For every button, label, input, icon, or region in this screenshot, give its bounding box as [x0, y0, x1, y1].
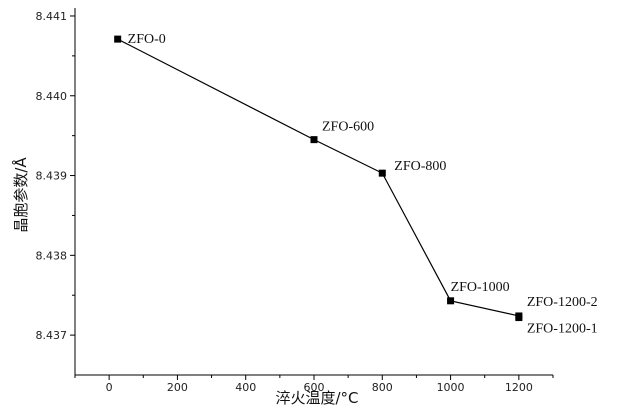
data-point-label: ZFO-600	[322, 120, 374, 135]
data-point-label: ZFO-1200-1	[527, 322, 598, 337]
plot-frame	[74, 8, 553, 376]
y-tick-label: 8.441	[36, 10, 68, 23]
x-tick-label: 600	[304, 381, 325, 394]
x-tick-label: 0	[106, 381, 113, 394]
data-point-label: ZFO-1000	[451, 280, 510, 295]
y-axis-ticks: 8.437 8.438 8.439 8.440 8.441	[36, 10, 75, 342]
y-tick-label: 8.438	[36, 249, 68, 262]
y-axis-title: 晶胞参数/Å	[11, 157, 30, 233]
x-tick-label: 1000	[437, 381, 465, 394]
data-point-marker	[310, 136, 318, 144]
data-point-marker	[447, 297, 455, 305]
x-tick-label: 1200	[505, 381, 533, 394]
y-tick-label: 8.437	[36, 329, 68, 342]
x-axis-ticks: 0 200 400 600 800 1000 1200	[74, 375, 554, 394]
point-labels: ZFO-0 ZFO-600 ZFO-800 ZFO-1000 ZFO-1200-2 ZFO…	[128, 32, 598, 336]
data-series	[114, 35, 523, 322]
data-point-marker	[114, 35, 122, 43]
series-line	[117, 38, 520, 318]
y-tick-label: 8.439	[36, 170, 68, 183]
data-point-marker	[515, 314, 523, 322]
data-point-marker	[378, 169, 386, 177]
x-tick-label: 800	[372, 381, 393, 394]
data-point-label: ZFO-1200-2	[527, 295, 598, 310]
data-point-label: ZFO-800	[394, 159, 446, 174]
y-tick-label: 8.440	[36, 90, 68, 103]
data-point-label: ZFO-0	[128, 32, 166, 47]
x-tick-label: 400	[235, 381, 256, 394]
x-axis-title: 淬火温度/°C	[275, 389, 358, 407]
x-tick-label: 200	[167, 381, 188, 394]
